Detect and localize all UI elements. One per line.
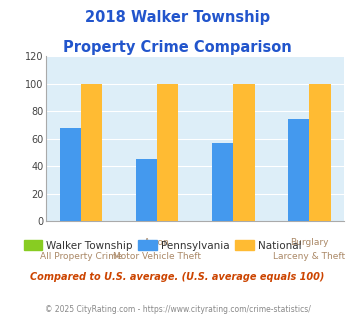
Bar: [60, 128, 81, 221]
Bar: [81, 83, 102, 221]
Bar: [310, 83, 331, 221]
Text: Property Crime Comparison: Property Crime Comparison: [63, 40, 292, 54]
Text: Burglary: Burglary: [290, 238, 329, 247]
Text: Arson: Arson: [144, 238, 170, 247]
Bar: [233, 83, 255, 221]
Text: Compared to U.S. average. (U.S. average equals 100): Compared to U.S. average. (U.S. average …: [30, 272, 325, 282]
Text: Motor Vehicle Theft: Motor Vehicle Theft: [113, 252, 201, 261]
Bar: [212, 143, 233, 221]
Text: Larceny & Theft: Larceny & Theft: [273, 252, 345, 261]
Text: © 2025 CityRating.com - https://www.cityrating.com/crime-statistics/: © 2025 CityRating.com - https://www.city…: [45, 305, 310, 314]
Legend: Walker Township, Pennsylvania, National: Walker Township, Pennsylvania, National: [20, 236, 306, 255]
Bar: [157, 83, 179, 221]
Text: All Property Crime: All Property Crime: [40, 252, 122, 261]
Text: 2018 Walker Township: 2018 Walker Township: [85, 10, 270, 25]
Bar: [288, 119, 310, 221]
Bar: [136, 159, 157, 221]
